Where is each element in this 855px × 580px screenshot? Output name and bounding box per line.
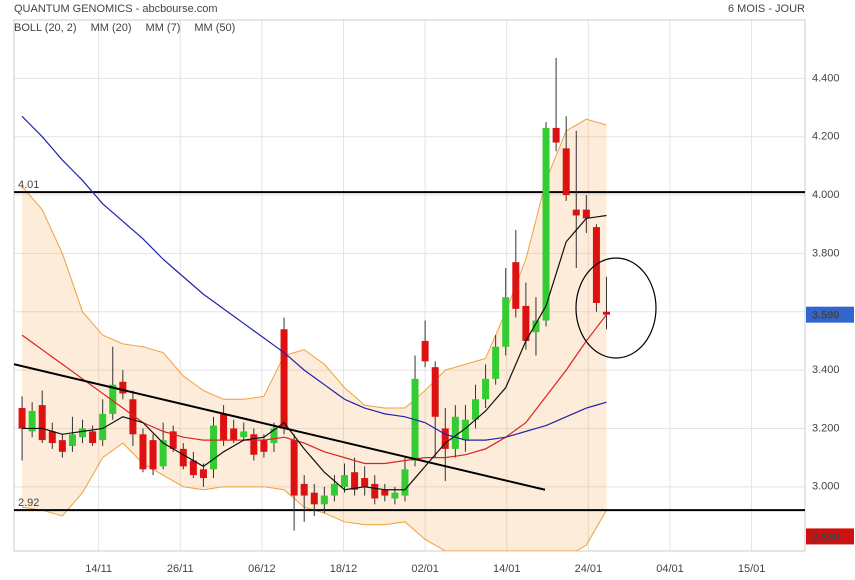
x-tick-label: 14/01 [493,563,521,575]
candle-body [250,434,258,455]
candle-body [482,378,490,400]
candle-body [512,262,520,309]
candle-body [330,483,338,496]
candle-body [582,209,590,219]
candle-body [381,489,389,496]
candle-body [602,311,610,315]
candle-body [210,425,218,470]
moving-average [21,314,607,465]
candle-body [159,440,167,467]
background [13,19,806,552]
candle-body [451,416,459,449]
legend-entry: MM (7) [146,22,181,34]
legend-entry: MM (50) [194,22,235,34]
candle-body [461,419,469,441]
candle-body [48,431,56,444]
y-tick-label: 4.000 [812,189,840,201]
x-tick-label: 18/12 [330,563,358,575]
price-label: 2.830 [812,531,840,543]
candle-body [179,448,187,467]
candle-body [421,340,429,362]
candle-body [522,305,530,341]
candle-body [230,428,238,441]
plot-frame [13,19,806,552]
candle-body [351,472,359,490]
candle-body [139,434,147,470]
candle-body [79,428,87,438]
candle-body [270,428,278,444]
moving-average [22,214,607,491]
candle-body [129,399,137,435]
candle-body [492,346,500,379]
candle-body [119,381,127,394]
candle-body [89,431,97,444]
candle-body [18,408,26,429]
legend-entry: MM (20) [91,22,132,34]
candle-body [280,329,288,429]
candle-body [552,127,560,143]
price-label: 3.590 [812,310,840,322]
legend-entry: BOLL (20, 2) [14,22,77,34]
candle-body [391,492,399,499]
candle-body [472,399,480,420]
candle-body [28,410,36,432]
candle-body [562,148,570,196]
candle-body [149,440,157,470]
candle-body [58,440,66,452]
candle-body [109,384,117,414]
y-tick-label: 3.200 [812,422,840,434]
x-tick-label: 02/01 [411,563,439,575]
chart-title: QUANTUM GENOMICS - abcbourse.com [14,3,218,15]
candle-body [38,405,46,441]
candle-body [441,428,449,449]
candle-body [341,475,349,487]
level-label: 2.92 [18,497,39,509]
candle-body [401,469,409,496]
candle-body [169,431,177,449]
price-label-box [806,306,854,323]
overlay: 3.0003.2003.4003.6003.8004.0004.2004.400… [14,22,854,575]
candle-body [371,483,379,499]
candle-body [572,209,580,216]
candle-body [542,127,550,321]
candle-body [502,297,510,347]
candle-body [310,492,318,505]
candle-body [240,431,248,438]
price-label-box [806,528,854,545]
candle-body [300,483,308,496]
candle-body [431,367,439,417]
x-tick-label: 04/01 [656,563,684,575]
x-tick-label: 24/01 [575,563,603,575]
y-tick-label: 3.000 [812,481,840,493]
candle-body [361,478,369,487]
bollinger-fill [22,119,607,551]
candle-body [592,227,600,304]
candle-body [220,413,228,441]
candle-body [532,320,540,333]
candle-body [290,440,298,496]
x-tick-label: 26/11 [167,563,194,575]
annotation-circle [575,257,657,359]
x-tick-label: 06/12 [248,563,276,575]
candle-body [99,413,107,441]
level-label: 4.01 [18,179,39,191]
x-tick-label: 14/11 [85,563,112,575]
plot-area [14,57,805,551]
candle-body [189,460,197,476]
y-tick-label: 3.800 [812,247,840,259]
candle-body [260,440,268,452]
moving-average [21,115,607,441]
candle-body [320,495,328,505]
trendline [14,363,546,491]
candle-body [199,469,207,479]
y-tick-label: 3.400 [812,364,840,376]
y-tick-label: 4.200 [812,131,840,143]
chart-subtitle: 6 MOIS - JOUR [728,3,805,15]
y-tick-label: 4.400 [812,72,840,84]
candle-body [68,434,76,446]
x-tick-label: 15/01 [738,563,766,575]
